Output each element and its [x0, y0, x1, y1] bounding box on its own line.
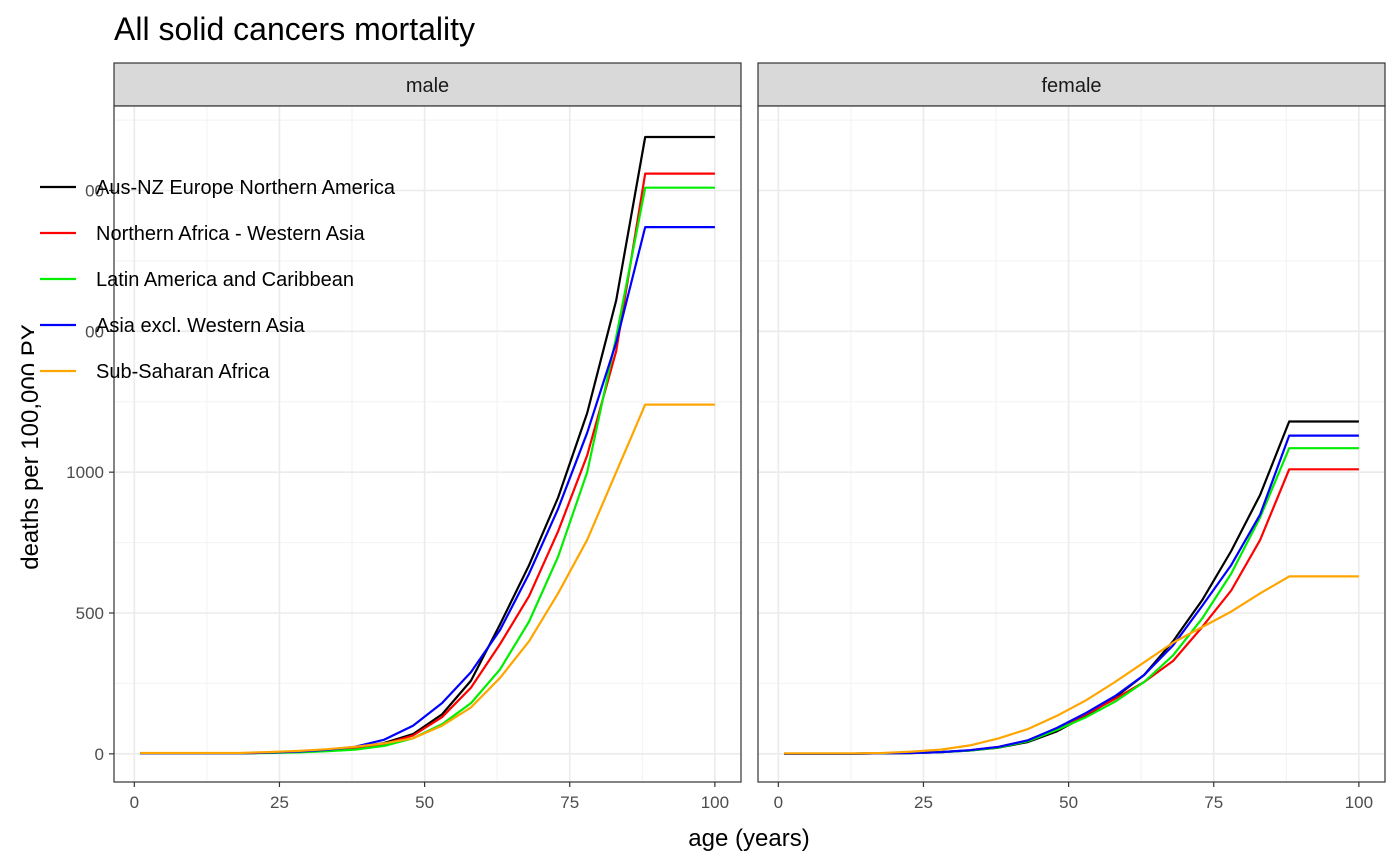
y-tick-label: 0: [95, 745, 104, 764]
facet-strip: [757, 62, 1386, 107]
y-tick-label: 500: [76, 604, 104, 623]
x-tick-label: 50: [415, 793, 434, 812]
chart-title: All solid cancers mortality: [114, 11, 475, 47]
legend-background: [34, 150, 70, 390]
legend-item: Latin America and Caribbean: [40, 269, 354, 291]
legend-item: Asia excl. Western Asia: [40, 315, 305, 337]
plot-area: [758, 106, 1385, 782]
legend-label: Sub-Saharan Africa: [96, 361, 270, 383]
x-tick-label: 0: [774, 793, 783, 812]
facet-label: female: [1041, 75, 1101, 97]
y-tick-label-partial: 00: [85, 322, 104, 341]
x-tick-label: 75: [560, 793, 579, 812]
legend-item: Sub-Saharan Africa: [40, 361, 270, 383]
x-tick-label: 50: [1059, 793, 1078, 812]
x-tick-label: 75: [1204, 793, 1223, 812]
x-tick-label: 100: [1345, 793, 1373, 812]
panel-border: [757, 105, 1386, 783]
x-tick-label: 0: [130, 793, 139, 812]
panel-female: female 0 25 50 75 100: [757, 62, 1386, 812]
legend-label: Latin America and Caribbean: [96, 269, 354, 291]
y-tick-label: 1000: [66, 463, 104, 482]
facet-strip: [113, 62, 742, 107]
x-axis-label: age (years): [688, 825, 809, 852]
y-tick-label-partial: 00: [85, 182, 104, 201]
plot-area: [114, 106, 741, 782]
legend-item: Aus-NZ Europe Northern America: [40, 177, 396, 199]
series-line-sub-saharan-africa: [140, 403, 715, 755]
legend-item: Northern Africa - Western Asia: [40, 223, 366, 245]
series-line-sub-saharan-africa: [784, 575, 1359, 755]
facet-label: male: [406, 75, 449, 97]
legend-label: Asia excl. Western Asia: [96, 315, 305, 337]
x-tick-label: 25: [270, 793, 289, 812]
x-tick-label: 25: [914, 793, 933, 812]
legend-label: Northern Africa - Western Asia: [96, 223, 366, 245]
x-tick-label: 100: [701, 793, 729, 812]
legend-label: Aus-NZ Europe Northern America: [96, 177, 396, 199]
panel-border: [113, 105, 742, 783]
